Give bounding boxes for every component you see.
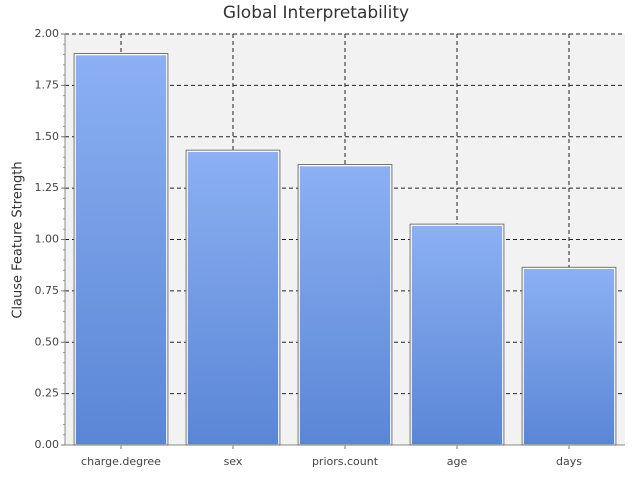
x-tick-label: charge.degree xyxy=(81,455,161,468)
y-tick-label: 1.50 xyxy=(35,130,60,143)
bar-outline xyxy=(409,223,505,446)
y-tick-label: 1.25 xyxy=(35,181,60,194)
bar xyxy=(74,53,168,446)
bar-outline xyxy=(297,164,393,446)
x-tick-label: age xyxy=(447,455,468,468)
y-tick-label: 1.75 xyxy=(35,78,60,91)
x-tick-label: priors.count xyxy=(312,455,379,468)
bar-outline xyxy=(185,149,281,446)
y-tick-label: 2.00 xyxy=(35,27,60,40)
y-tick-label: 1.00 xyxy=(35,233,60,246)
chart-title: Global Interpretability xyxy=(223,3,409,23)
y-tick-label: 0.00 xyxy=(35,438,60,451)
bar xyxy=(298,164,392,446)
y-tick-label: 0.25 xyxy=(35,387,60,400)
bar xyxy=(186,150,280,446)
y-axis-label: Clause Feature Strength xyxy=(11,161,26,318)
bar xyxy=(410,224,504,446)
y-tick-label: 0.50 xyxy=(35,335,60,348)
bar-outline xyxy=(73,53,169,446)
x-tick-label: sex xyxy=(224,455,243,468)
bar-outline xyxy=(521,266,617,446)
x-tick-label: days xyxy=(556,455,582,468)
y-tick-label: 0.75 xyxy=(35,284,60,297)
bar xyxy=(522,267,616,446)
